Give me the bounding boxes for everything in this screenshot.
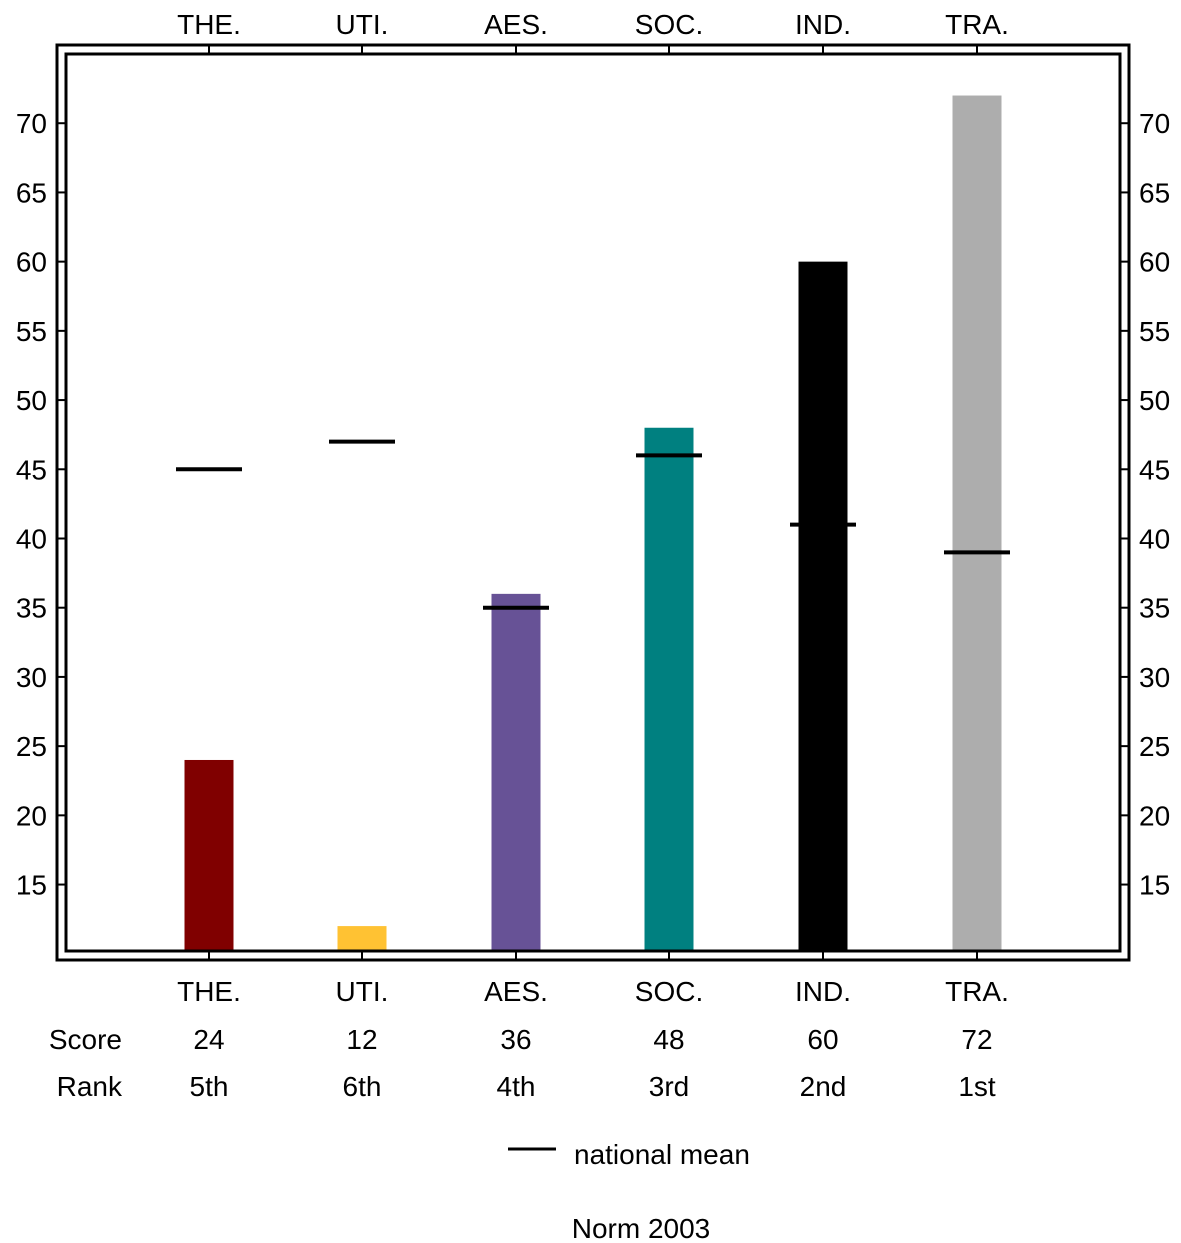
rank-value-label: 2nd bbox=[800, 1071, 847, 1102]
plot-area-frame bbox=[64, 52, 1122, 953]
chart-footer: Norm 2003 bbox=[572, 1213, 711, 1243]
right-y-tick-label: 55 bbox=[1139, 316, 1170, 347]
axis-ticks-layer bbox=[57, 45, 1129, 960]
right-y-tick-label: 30 bbox=[1139, 662, 1170, 693]
left-y-tick-label: 30 bbox=[16, 662, 47, 693]
right-y-tick-label: 35 bbox=[1139, 593, 1170, 624]
left-y-tick-label: 60 bbox=[16, 247, 47, 278]
bar-tra bbox=[952, 95, 1002, 952]
bar-ind bbox=[798, 261, 848, 951]
left-y-tick-label: 35 bbox=[16, 593, 47, 624]
rank-value-label: 5th bbox=[190, 1071, 229, 1102]
bottom-x-tick-label: UTI. bbox=[336, 976, 389, 1007]
right-y-tick-label: 50 bbox=[1139, 385, 1170, 416]
right-y-tick-label: 60 bbox=[1139, 247, 1170, 278]
score-value-label: 36 bbox=[500, 1024, 531, 1055]
national-mean-layer bbox=[176, 439, 1010, 610]
left-y-tick-label: 50 bbox=[16, 385, 47, 416]
left-y-tick-label: 45 bbox=[16, 454, 47, 485]
right-y-tick-label: 20 bbox=[1139, 800, 1170, 831]
top-x-tick-label: SOC. bbox=[635, 9, 703, 40]
right-y-tick-label: 25 bbox=[1139, 731, 1170, 762]
top-x-tick-label: IND. bbox=[795, 9, 851, 40]
bottom-x-tick-label: TRA. bbox=[945, 976, 1009, 1007]
bar-aes bbox=[491, 593, 541, 951]
left-y-tick-label: 40 bbox=[16, 523, 47, 554]
rank-value-label: 4th bbox=[497, 1071, 536, 1102]
score-value-label: 72 bbox=[961, 1024, 992, 1055]
rank-value-label: 3rd bbox=[649, 1071, 689, 1102]
top-x-tick-label: AES. bbox=[484, 9, 548, 40]
chart-outer-frame bbox=[55, 43, 1131, 962]
bottom-x-tick-label: SOC. bbox=[635, 976, 703, 1007]
legend-label: national mean bbox=[574, 1139, 750, 1170]
top-x-tick-label: TRA. bbox=[945, 9, 1009, 40]
right-y-tick-label: 40 bbox=[1139, 523, 1170, 554]
bottom-x-tick-label: IND. bbox=[795, 976, 851, 1007]
rank-row-label: Rank bbox=[57, 1071, 123, 1102]
bar-soc bbox=[644, 427, 694, 951]
left-y-tick-label: 70 bbox=[16, 108, 47, 139]
left-y-tick-label: 65 bbox=[16, 177, 47, 208]
bottom-x-tick-label: AES. bbox=[484, 976, 548, 1007]
score-value-label: 12 bbox=[346, 1024, 377, 1055]
score-row-label: Score bbox=[49, 1024, 122, 1055]
bar-the bbox=[184, 759, 234, 951]
right-y-tick-label: 15 bbox=[1139, 870, 1170, 901]
right-y-tick-label: 70 bbox=[1139, 108, 1170, 139]
top-x-tick-label: THE. bbox=[177, 9, 241, 40]
left-y-tick-label: 55 bbox=[16, 316, 47, 347]
right-y-tick-label: 45 bbox=[1139, 454, 1170, 485]
bar-uti bbox=[337, 926, 387, 951]
left-y-tick-label: 20 bbox=[16, 800, 47, 831]
right-y-tick-label: 65 bbox=[1139, 177, 1170, 208]
bars-layer bbox=[184, 95, 1002, 952]
legend: national mean bbox=[508, 1139, 750, 1170]
rank-value-label: 6th bbox=[343, 1071, 382, 1102]
score-value-label: 24 bbox=[193, 1024, 224, 1055]
score-value-label: 48 bbox=[653, 1024, 684, 1055]
left-y-tick-label: 15 bbox=[16, 870, 47, 901]
rank-value-label: 1st bbox=[958, 1071, 996, 1102]
top-x-tick-label: UTI. bbox=[336, 9, 389, 40]
axis-labels-layer: THE. THE. 24 5th UTI. UTI. 12 6th AES. AES. 36 4th S… bbox=[16, 9, 1170, 1102]
score-value-label: 60 bbox=[807, 1024, 838, 1055]
bottom-x-tick-label: THE. bbox=[177, 976, 241, 1007]
left-y-tick-label: 25 bbox=[16, 731, 47, 762]
